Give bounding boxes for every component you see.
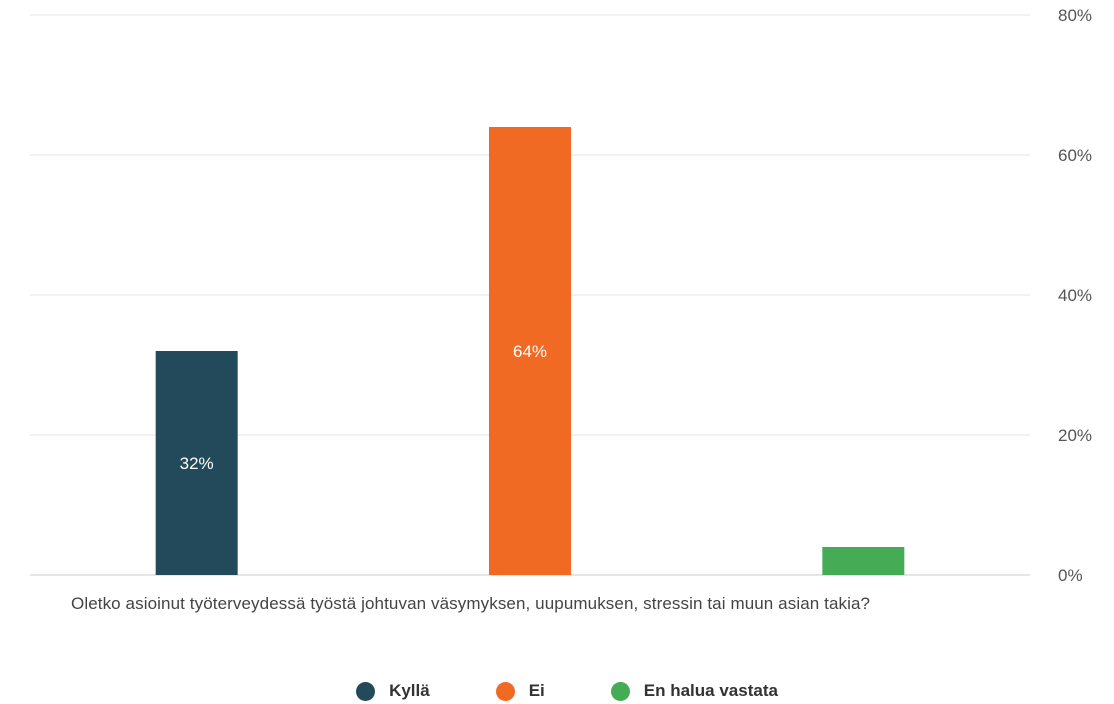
legend-item-kylla[interactable]: Kyllä <box>356 681 430 701</box>
y-tick-label: 20% <box>1058 426 1092 445</box>
category-label: Oletko asioinut työterveydessä työstä jo… <box>71 594 871 613</box>
legend-label: Kyllä <box>389 681 430 700</box>
data-label: 64% <box>513 342 547 361</box>
legend-swatch-icon <box>610 681 630 701</box>
y-axis-ticks: 0% 20% 40% 60% 80% <box>1058 6 1092 585</box>
legend-label: En halua vastata <box>643 681 778 700</box>
y-tick-label: 60% <box>1058 146 1092 165</box>
bar-kyllä[interactable] <box>155 351 238 575</box>
bar-en-halua-vastata[interactable] <box>822 547 905 575</box>
data-labels: 32% 64% <box>180 342 547 473</box>
y-tick-label: 0% <box>1058 566 1083 585</box>
legend-item-ei[interactable]: Ei <box>495 681 545 701</box>
bar-ei[interactable] <box>489 127 571 575</box>
y-tick-label: 40% <box>1058 286 1092 305</box>
legend-swatch-icon <box>495 681 515 701</box>
legend-swatch-icon <box>356 681 376 701</box>
legend-item-en-halua-vastata[interactable]: En halua vastata <box>610 681 778 701</box>
legend-label: Ei <box>528 681 545 700</box>
data-label: 32% <box>180 454 214 473</box>
legend: Kyllä Ei En halua vastata <box>0 678 1114 704</box>
y-tick-label: 80% <box>1058 6 1092 25</box>
bars <box>155 127 905 575</box>
